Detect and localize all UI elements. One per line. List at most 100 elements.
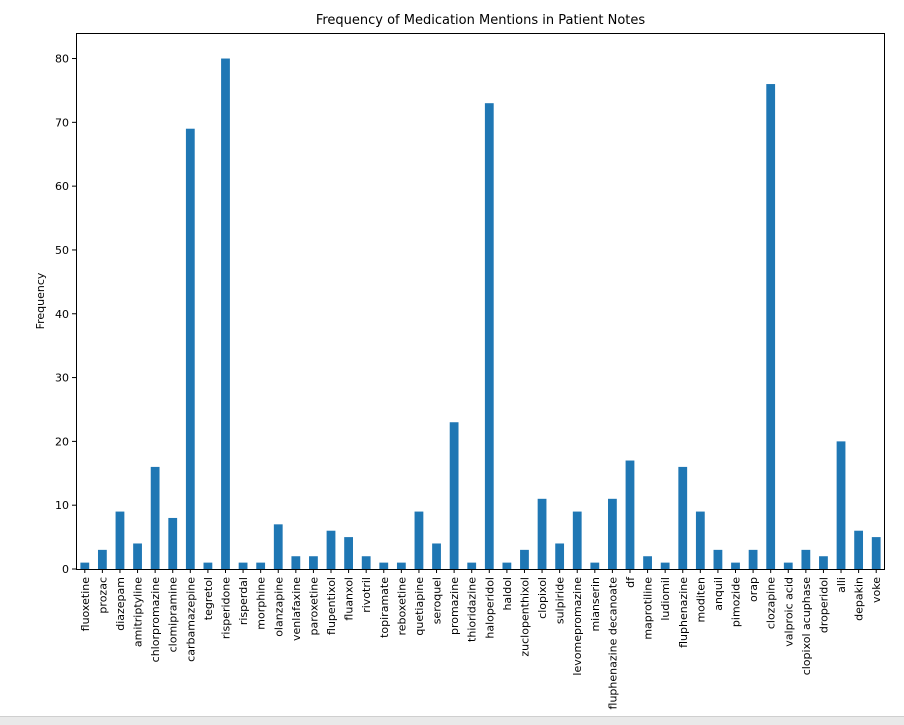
bar-orap	[748, 549, 758, 569]
bar-valproic-acid	[783, 562, 793, 569]
bar-clomipramine	[168, 517, 178, 569]
x-tick-label: chlorpromazine	[149, 577, 162, 663]
y-axis: 0 10 20 30 40 50 60 70 80	[55, 53, 76, 576]
x-tick-label: sulpiride	[554, 577, 567, 624]
x-tick-label: clopixol acuphase	[800, 577, 813, 676]
x-tick-label: morphine	[255, 577, 268, 630]
x-tick-label: reboxetine	[395, 577, 408, 636]
x-tick-label: fluanxol	[343, 577, 356, 621]
bar-clopixol-acuphase	[801, 549, 811, 569]
bar-olanzapine	[273, 524, 283, 569]
bar-risperidone	[221, 58, 230, 570]
bar-pimozide	[731, 562, 740, 569]
bar-levomepromazine	[572, 511, 582, 569]
x-tick-label: valproic acid	[782, 577, 795, 647]
x-tick-label: olanzapine	[272, 577, 285, 637]
bar-prozac	[97, 549, 107, 569]
x-tick-label: maprotiline	[642, 577, 655, 640]
y-tick-label: 10	[55, 499, 69, 512]
x-tick-label: rivotril	[360, 577, 373, 613]
bar-quetiapine	[414, 511, 424, 569]
bar-venlafaxine	[291, 556, 301, 569]
x-tick-label: pimozide	[730, 577, 743, 627]
bar-voke	[871, 537, 881, 569]
x-tick-label: venlafaxine	[290, 577, 303, 641]
y-tick-label: 40	[55, 308, 69, 321]
x-tick-label: fluphenazine decanoate	[606, 577, 619, 710]
y-tick-label: 70	[55, 116, 69, 129]
x-tick-label: moditen	[694, 577, 707, 623]
bar-rivotril	[361, 556, 371, 569]
bar-fluanxol	[344, 537, 353, 569]
bar-df	[625, 460, 635, 569]
x-tick-label: voke	[870, 577, 883, 603]
bar-moditen	[695, 511, 705, 569]
x-tick-label: topiramate	[378, 577, 391, 638]
x-tick-label: fluphenazine	[677, 577, 690, 648]
bar-anquil	[713, 549, 723, 569]
x-tick-label: flupentixol	[325, 577, 338, 635]
bar-fluphenazine-decanoate	[608, 498, 617, 569]
bar-seroquel	[432, 543, 441, 569]
y-tick-label: 80	[55, 53, 69, 66]
y-tick-label: 20	[55, 435, 69, 448]
bar-chlorpromazine	[150, 466, 160, 569]
y-axis-label: Frequency	[34, 272, 47, 329]
bar-paroxetine	[309, 556, 318, 569]
x-tick-label: depakin	[853, 577, 866, 621]
x-tick-label: prozac	[96, 577, 109, 614]
bar-flupentixol	[326, 530, 336, 569]
x-tick-label: zuclopenthixol	[518, 577, 531, 657]
x-tick-label: amitriptyline	[132, 577, 145, 647]
bar-topiramate	[379, 562, 389, 569]
bar-fluoxetine	[80, 562, 90, 569]
bar-maprotiline	[643, 556, 652, 569]
x-tick-label: clopixol	[536, 577, 549, 619]
bar-amitriptyline	[133, 543, 142, 569]
bar-carbamazepine	[185, 128, 195, 569]
x-tick-label: mianserin	[589, 577, 602, 632]
x-tick-label: droperidol	[817, 577, 830, 633]
bar-mianserin	[590, 562, 600, 569]
x-tick-label: diazepam	[114, 577, 127, 631]
y-tick-label: 60	[55, 180, 69, 193]
bar-ludiomil	[660, 562, 670, 569]
bar-haloperidol	[484, 103, 494, 569]
x-tick-label: thioridazine	[466, 577, 479, 642]
x-tick-label: alli	[835, 577, 848, 593]
bar-haldol	[502, 562, 512, 569]
bar-clozapine	[766, 84, 776, 570]
plot-area-frame	[76, 33, 885, 570]
bar-clopixol	[537, 498, 547, 569]
bar-droperidol	[819, 556, 828, 569]
bar-depakin	[854, 530, 864, 569]
x-tick-label: clomipramine	[167, 577, 180, 653]
y-tick-label: 50	[55, 244, 69, 257]
x-tick-label: paroxetine	[307, 577, 320, 636]
x-tick-label: haloperidol	[483, 577, 496, 639]
bar-thioridazine	[467, 562, 477, 569]
x-tick-label: carbamazepine	[184, 577, 197, 662]
x-tick-label: levomepromazine	[571, 577, 584, 676]
bar-sulpiride	[555, 543, 565, 569]
x-tick-label: seroquel	[431, 577, 444, 624]
bar-tegretol	[203, 562, 213, 569]
bar-promazine	[449, 422, 459, 569]
bar-reboxetine	[396, 562, 406, 569]
bar-zuclopenthixol	[520, 549, 529, 569]
y-tick-label: 30	[55, 372, 69, 385]
bar-alli	[836, 441, 846, 569]
x-tick-label: quetiapine	[413, 577, 426, 636]
x-tick-label: orap	[747, 577, 760, 602]
bar-fluphenazine	[678, 466, 688, 569]
x-tick-label: anquil	[712, 577, 725, 611]
window-bottom-edge	[0, 716, 904, 725]
x-tick-label: clozapine	[765, 577, 778, 629]
bar-morphine	[256, 562, 266, 569]
x-tick-label: ludiomil	[659, 577, 672, 621]
x-tick-label: tegretol	[202, 577, 215, 620]
bars-group	[80, 58, 881, 570]
x-axis: fluoxetine prozac diazepam amitriptyline chl…	[79, 569, 883, 709]
